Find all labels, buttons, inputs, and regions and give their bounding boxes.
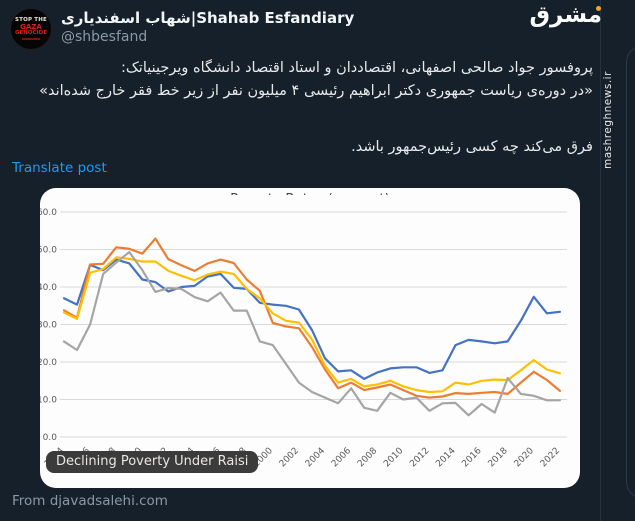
user-handle[interactable]: @shbesfand — [61, 29, 148, 45]
tweet-body: پروفسور جواد صالحی اصفهانی، اقتصاددان و … — [28, 57, 593, 159]
logo-accent-dot — [596, 6, 601, 11]
tweet-line-1: پروفسور جواد صالحی اصفهانی، اقتصاددان و … — [120, 60, 593, 76]
x-tick-label: 2002 — [278, 446, 301, 469]
y-tick-label: 30.0 — [40, 321, 57, 331]
x-tick-label: 2004 — [304, 446, 327, 469]
y-tick-label: 10.0 — [40, 396, 57, 406]
embed-frame-border — [626, 46, 635, 498]
display-name[interactable]: شهاب اسفندیاری|Shahab Esfandiary — [61, 9, 355, 27]
mashregh-logo: مشرق — [529, 2, 602, 28]
x-tick-label: 2022 — [539, 446, 562, 469]
avatar-underline — [22, 38, 40, 40]
watermark-site-url: mashreghnews.ir — [602, 71, 614, 169]
x-tick-label: 2012 — [408, 446, 431, 469]
y-tick-label: 60.0 — [40, 208, 57, 218]
x-tick-label: 2018 — [487, 446, 510, 469]
y-tick-label: 50.0 — [40, 246, 57, 256]
avatar[interactable]: STOP THE GAZA GENOCIDE — [10, 8, 52, 50]
series-orange-line — [62, 237, 562, 399]
x-tick-label: 2010 — [382, 446, 405, 469]
x-tick-label: 2006 — [330, 446, 353, 469]
chart-title-cropped: Poverty Rates (percent) — [40, 188, 580, 195]
chart-overlay-label: Declining Poverty Under Raisi — [46, 451, 259, 473]
avatar-text-line3: GENOCIDE — [15, 30, 47, 37]
tweet-line-2: «در دوره‌ی ریاست جمهوری دکتر ابراهیم رئی… — [39, 83, 593, 99]
x-tick-label: 2016 — [460, 446, 483, 469]
x-tick-label: 2014 — [434, 446, 457, 469]
poverty-chart-card[interactable]: 60.050.040.030.020.010.00.01984198619881… — [40, 188, 580, 488]
watermark-divider — [600, 0, 601, 521]
card-attribution[interactable]: From djavadsalehi.com — [12, 493, 168, 509]
poverty-line-chart: 60.050.040.030.020.010.00.01984198619881… — [40, 208, 567, 469]
x-tick-label: 2020 — [513, 446, 536, 469]
y-tick-label: 0.0 — [43, 433, 58, 443]
y-tick-label: 40.0 — [40, 283, 57, 293]
avatar-text-line1: STOP THE — [14, 17, 48, 24]
y-tick-label: 20.0 — [40, 358, 57, 368]
series-blue-line — [62, 258, 562, 380]
translate-post-link[interactable]: Translate post — [12, 160, 107, 176]
avatar-text-line2: GAZA — [20, 23, 42, 32]
series-yellow-line — [62, 256, 562, 394]
series-gray-line — [62, 250, 562, 417]
tweet-line-3: فرق می‌کند چه کسی رئیس‌جمهور باشد. — [351, 139, 593, 155]
x-tick-label: 2008 — [356, 446, 379, 469]
